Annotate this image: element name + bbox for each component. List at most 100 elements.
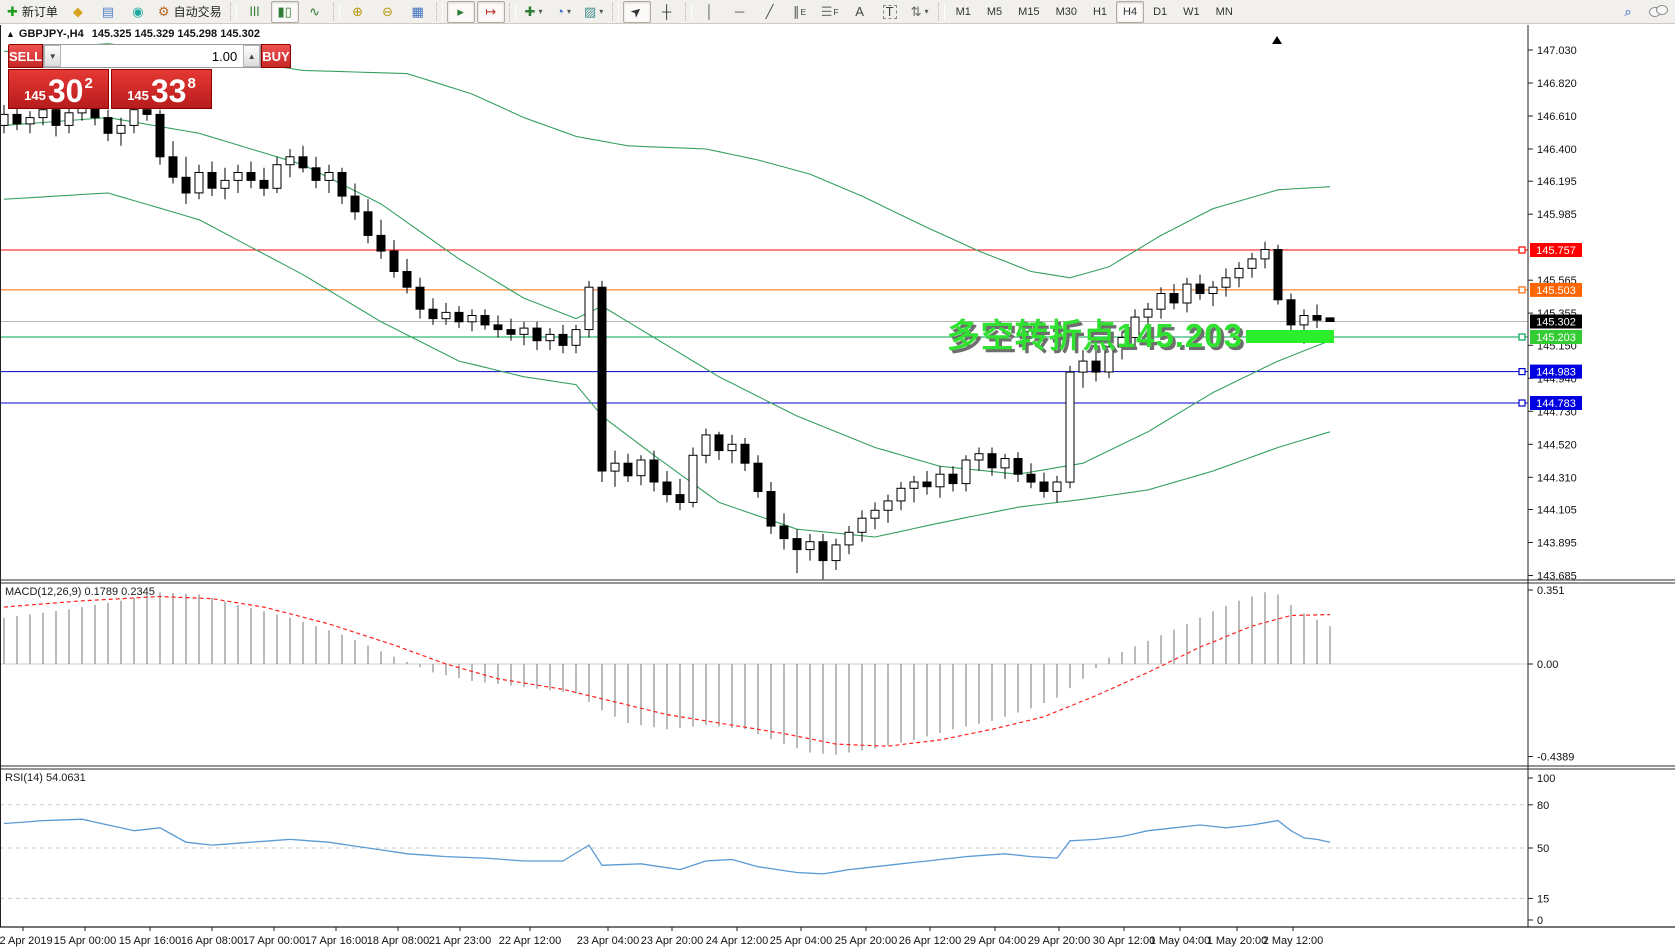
volume-increase-button[interactable]: ▲ — [243, 45, 261, 67]
market-watch-icon[interactable]: ◆ — [64, 1, 92, 23]
candle-body — [402, 271, 412, 288]
candle-body — [1299, 315, 1309, 326]
autoscroll-icon[interactable]: ▸ — [446, 0, 475, 23]
signal-icon[interactable]: ◉ — [124, 1, 152, 23]
arrows-icon[interactable]: ⇅ ▾ — [906, 1, 934, 23]
indicators-icon-caret[interactable]: ▾ — [538, 6, 543, 16]
timeframe-button-w1[interactable]: W1 — [1183, 5, 1200, 18]
search-icon[interactable]: ⌕ — [1614, 1, 1642, 23]
candle-body — [870, 509, 880, 519]
date-tick-label: 1 May 04:00 — [1150, 935, 1211, 947]
timeframe-button-m15[interactable]: M15 — [1018, 5, 1040, 18]
candle-body — [480, 315, 490, 326]
candle-body — [571, 329, 581, 346]
buy-price-prefix: 145 — [127, 88, 149, 103]
collapse-panel-icon[interactable]: ▲ — [6, 29, 15, 39]
candle-body — [714, 434, 724, 452]
date-tick-label: 15 Apr 00:00 — [54, 935, 116, 947]
timeframe-button-m5[interactable]: M5 — [986, 5, 1003, 18]
timeframe-button-d1[interactable]: D1 — [1153, 5, 1168, 18]
candle-body — [298, 156, 308, 169]
templates-icon-caret[interactable]: ▾ — [599, 6, 604, 16]
date-tick-label: 29 Apr 20:00 — [1028, 935, 1090, 947]
profile-icon: ▤ — [101, 3, 115, 19]
candle-body — [389, 250, 399, 273]
candle-body — [922, 481, 932, 488]
volume-input[interactable] — [61, 45, 244, 67]
zoom-out-icon[interactable]: ⊖ — [374, 1, 402, 23]
level-label-145.302: 145.302 — [1536, 317, 1576, 329]
chart-shift-marker[interactable] — [1272, 36, 1282, 44]
buy-button[interactable]: BUY — [261, 44, 291, 68]
candle-body — [12, 113, 22, 125]
toolbar-separator — [435, 2, 443, 21]
periods-icon-caret[interactable]: ▾ — [567, 6, 572, 16]
text-icon[interactable]: A — [846, 1, 874, 23]
timeframe-button-m1[interactable]: M1 — [955, 5, 971, 18]
search-icon: ⌕ — [1624, 3, 1632, 19]
timeframe-button-mn[interactable]: MN — [1215, 5, 1233, 18]
toolbar-separator — [508, 2, 516, 21]
price-tick-label: 146.610 — [1537, 111, 1577, 123]
candle-body — [818, 541, 828, 562]
level-handle-145.757[interactable] — [1518, 246, 1526, 254]
timeframe-button-h1[interactable]: H1 — [1092, 5, 1108, 18]
candle-body — [1273, 249, 1283, 301]
cursor-icon[interactable]: ➤ — [622, 0, 651, 23]
new-order-icon[interactable]: ✚ 新订单 — [3, 1, 62, 23]
candlestick-chart-icon[interactable]: ▮▯ — [270, 0, 299, 23]
equidistant-channel-icon[interactable]: ∥ E — [786, 1, 814, 23]
candle-body — [168, 156, 178, 178]
candle-body — [1221, 277, 1231, 288]
candle-body — [207, 172, 217, 189]
candle-body — [285, 156, 295, 166]
zoom-in-icon[interactable]: ⊕ — [344, 1, 372, 23]
candle-body — [129, 109, 139, 126]
horizontal-line-icon[interactable]: ─ — [726, 1, 754, 23]
line-chart-icon[interactable]: ∿ — [301, 1, 329, 23]
tile-windows-icon[interactable]: ▦ — [404, 1, 432, 23]
autotrading-icon[interactable]: ⚙ 自动交易 — [154, 1, 226, 23]
indicators-icon[interactable]: ✚ ▾ — [520, 1, 548, 23]
level-handle-144.983[interactable] — [1518, 368, 1526, 376]
fibonacci-icon[interactable]: ☰ F — [816, 1, 844, 23]
sell-button[interactable]: SELL — [8, 44, 44, 68]
zoom-in-icon: ⊕ — [352, 3, 364, 19]
bar-chart-icon[interactable]: ǀǀǀ — [241, 1, 269, 23]
timeframe-button-m30[interactable]: M30 — [1055, 5, 1077, 18]
timeframe-button-h4[interactable]: H4 — [1116, 0, 1145, 23]
price-tick-label: 144.310 — [1537, 472, 1577, 484]
volume-decrease-button[interactable]: ▼ — [44, 45, 62, 67]
vertical-line-icon[interactable]: │ — [696, 1, 724, 23]
candle-body — [909, 481, 919, 489]
level-handle-145.503[interactable] — [1518, 286, 1526, 294]
candle-body — [116, 124, 126, 134]
candle-body — [246, 172, 256, 181]
crosshair-icon[interactable]: ┼ — [653, 1, 681, 23]
arrows-icon-caret[interactable]: ▾ — [924, 6, 929, 16]
candle-body — [883, 500, 893, 511]
candle-body — [233, 172, 243, 181]
rsi-axis-label: 15 — [1537, 893, 1549, 905]
autotrading-icon: ⚙ — [157, 3, 170, 19]
level-handle-144.783[interactable] — [1518, 399, 1526, 407]
templates-icon[interactable]: ▨ ▾ — [580, 1, 608, 23]
fibonacci-icon-sub: F — [833, 7, 839, 17]
sell-price-tile[interactable]: 145 30 2 — [8, 69, 109, 109]
buy-price-tile[interactable]: 145 33 8 — [111, 69, 212, 109]
candle-body — [64, 112, 74, 126]
chat-icon[interactable] — [1644, 1, 1672, 23]
level-handle-145.203[interactable] — [1518, 333, 1526, 341]
periods-icon[interactable]: ◔ ▾ — [550, 1, 578, 23]
profile-icon[interactable]: ▤ — [94, 1, 122, 23]
chart-shift-icon[interactable]: ↦ — [476, 0, 505, 23]
date-tick-label: 17 Apr 16:00 — [305, 935, 367, 947]
level-label-bg-145.503 — [1530, 282, 1582, 297]
annotation-text: 多空转折点145.203 — [947, 317, 1243, 354]
date-tick-label: 23 Apr 04:00 — [577, 935, 639, 947]
cursor-icon: ➤ — [627, 1, 646, 21]
text-label-icon[interactable]: T — [876, 1, 904, 23]
candle-body — [961, 459, 971, 485]
trendline-icon[interactable]: ╱ — [756, 1, 784, 23]
chat-bubbles-shape — [1649, 5, 1668, 18]
